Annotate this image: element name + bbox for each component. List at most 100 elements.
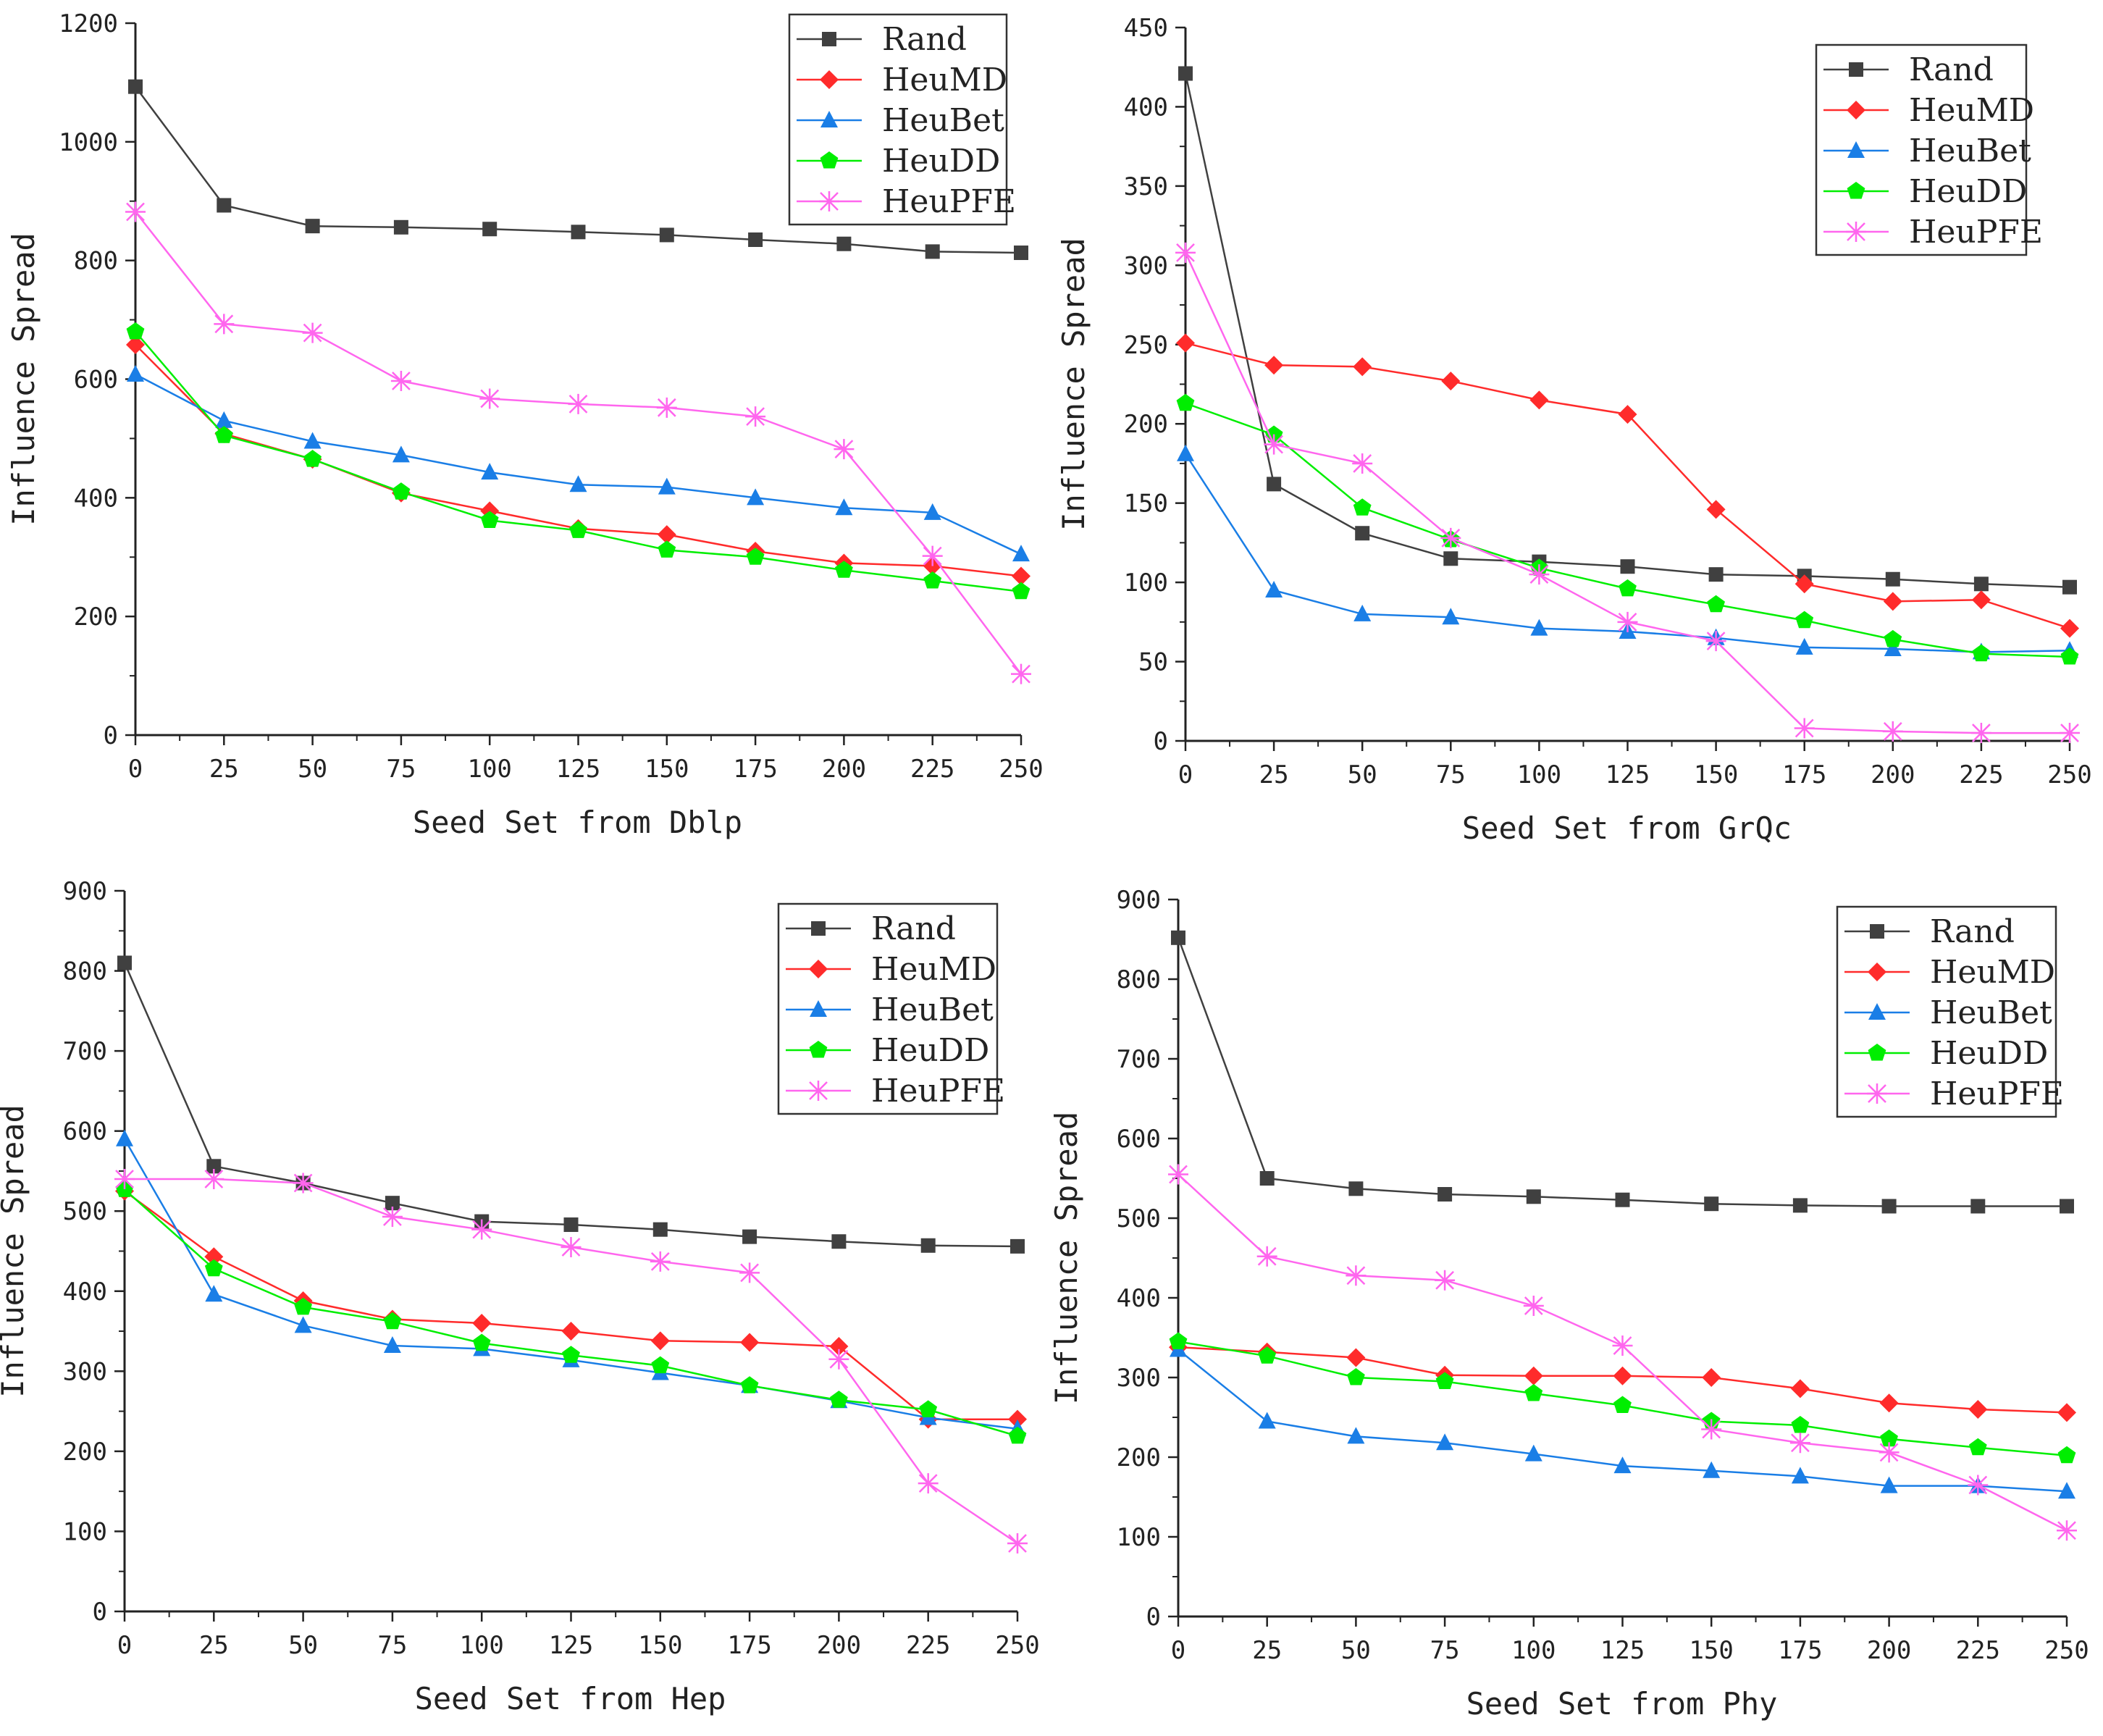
y-tick-label: 600 [74, 366, 118, 395]
data-point [1011, 663, 1031, 684]
legend-marker [1846, 222, 1866, 242]
data-point [747, 488, 765, 506]
data-point [1884, 640, 1902, 657]
x-axis-title: Seed Set from Phy [1466, 1686, 1778, 1722]
series-Rand [1178, 66, 2077, 595]
data-point [923, 503, 941, 520]
data-point [1701, 1419, 1722, 1440]
x-tick-label: 75 [386, 755, 416, 784]
x-tick-label: 25 [209, 755, 239, 784]
data-point [1883, 592, 1902, 611]
data-point [835, 498, 853, 516]
legend-label: HeuMD [871, 951, 996, 988]
y-tick-label: 300 [1124, 251, 1168, 280]
y-axis-title: Influence Spread [1056, 238, 1091, 531]
data-point [393, 219, 408, 235]
x-axis-title: Seed Set from Hep [415, 1681, 726, 1716]
legend-label: HeuMD [1909, 92, 2034, 129]
y-tick-label: 500 [1117, 1204, 1161, 1233]
series-HeuDD [115, 1180, 1027, 1444]
data-point [1012, 545, 1030, 562]
data-point [1171, 930, 1185, 945]
data-point [1175, 242, 1196, 263]
data-point [657, 525, 676, 545]
legend-label: HeuMD [882, 62, 1007, 98]
data-point [204, 1259, 223, 1277]
x-tick-label: 125 [1605, 760, 1650, 789]
x-tick-label: 50 [1348, 760, 1377, 789]
data-point [1702, 1368, 1721, 1387]
data-point [1884, 629, 1902, 647]
data-point [1620, 559, 1635, 574]
legend-marker [811, 921, 826, 936]
x-tick-label: 125 [549, 1631, 593, 1660]
x-tick-label: 150 [645, 755, 689, 784]
y-tick-label: 900 [1117, 886, 1161, 915]
series-HeuPFE [125, 201, 1031, 684]
x-tick-label: 250 [999, 755, 1043, 784]
data-point [1704, 1196, 1719, 1212]
data-point [1613, 1456, 1632, 1474]
data-point [1791, 1416, 1810, 1433]
chart-panel-2: 0 25 50 75 100 125 150 175 200 225 250 0 50 100 150 200… [1056, 14, 2092, 846]
data-point [1176, 333, 1195, 353]
x-tick-label: 175 [1782, 760, 1826, 789]
series-line [135, 344, 1022, 577]
legend-label: HeuBet [882, 102, 1004, 139]
data-point [293, 1173, 314, 1194]
legend-marker [1870, 924, 1884, 939]
y-tick-label: 250 [1124, 331, 1168, 360]
data-point [479, 388, 500, 409]
data-point [1795, 611, 1814, 629]
y-tick-label: 0 [1146, 1603, 1161, 1632]
data-point [742, 1229, 757, 1244]
data-point [1524, 1384, 1543, 1401]
legend-marker [810, 1000, 827, 1017]
chart-panel-3: 0 25 50 75 100 125 150 175 200 225 250 0 100 200 300 40… [0, 877, 1040, 1716]
data-point [217, 198, 232, 213]
y-tick-label: 200 [1124, 410, 1168, 439]
data-point [294, 1297, 312, 1315]
data-point [1256, 1246, 1277, 1267]
x-tick-label: 50 [1341, 1636, 1371, 1665]
x-tick-label: 250 [995, 1631, 1039, 1660]
data-point [205, 1285, 223, 1302]
data-point [659, 227, 674, 243]
data-point [471, 1219, 492, 1240]
x-tick-label: 25 [1252, 1636, 1282, 1665]
data-point [126, 335, 145, 354]
series-HeuBet [127, 364, 1030, 562]
data-point [1618, 405, 1637, 424]
series-HeuPFE [114, 1169, 1028, 1554]
series-HeuPFE [1175, 242, 2080, 744]
y-tick-label: 400 [1117, 1284, 1161, 1313]
legend-label: HeuDD [871, 1032, 989, 1069]
data-point [923, 571, 942, 589]
data-point [829, 1337, 849, 1356]
data-point [1880, 1429, 1898, 1447]
data-point [562, 1346, 580, 1363]
data-point [1882, 721, 1903, 742]
data-point [215, 411, 233, 428]
data-point [2057, 1403, 2076, 1422]
y-tick-label: 300 [1117, 1364, 1161, 1393]
data-point [1012, 582, 1030, 600]
legend-label: HeuPFE [1930, 1075, 2064, 1112]
x-tick-label: 225 [1956, 1636, 2000, 1665]
data-point [1008, 1409, 1027, 1429]
data-point [650, 1251, 671, 1272]
x-tick-label: 175 [727, 1631, 771, 1660]
series-HeuPFE [1168, 1164, 2077, 1541]
y-tick-label: 800 [63, 957, 107, 986]
data-point [125, 201, 146, 222]
legend-marker [1847, 101, 1865, 119]
data-point [1529, 390, 1549, 410]
data-point [1346, 1265, 1367, 1286]
data-point [836, 236, 852, 251]
data-point [390, 370, 411, 391]
data-point [1790, 1379, 1810, 1399]
x-tick-label: 200 [1867, 1636, 1911, 1665]
data-point [2057, 1520, 2077, 1541]
